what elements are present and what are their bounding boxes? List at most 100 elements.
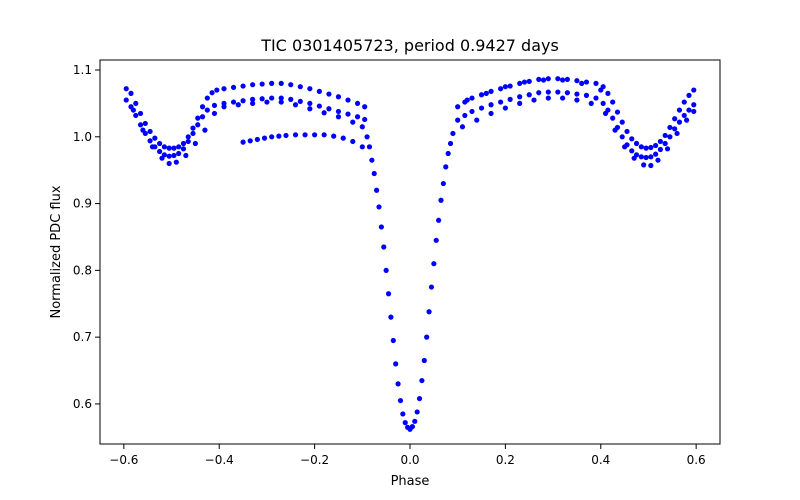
- data-point: [488, 88, 494, 94]
- data-point: [376, 204, 382, 210]
- data-point: [643, 145, 649, 151]
- data-point: [221, 86, 227, 92]
- data-point: [166, 153, 172, 159]
- data-point: [610, 99, 616, 105]
- plot-frame: [99, 59, 721, 445]
- data-point: [431, 261, 437, 267]
- y-tick-label: 0.9: [73, 197, 92, 211]
- x-axis: −0.6 −0.4 −0.2 0.0 0.2 0.4 0.6: [109, 444, 706, 467]
- data-point: [369, 157, 375, 163]
- data-point: [614, 109, 621, 115]
- data-point: [383, 267, 389, 273]
- data-point: [166, 145, 172, 151]
- data-point: [469, 95, 475, 101]
- data-point: [250, 82, 256, 88]
- data-point: [531, 97, 537, 103]
- data-point: [204, 95, 210, 101]
- data-point: [364, 134, 370, 140]
- data-point: [247, 138, 253, 144]
- data-point: [199, 104, 206, 110]
- data-point: [629, 148, 635, 154]
- data-point: [653, 142, 659, 149]
- data-point: [176, 150, 182, 157]
- data-point: [612, 127, 618, 133]
- x-tick-label: 0.2: [496, 453, 515, 467]
- data-point: [469, 108, 475, 115]
- data-point: [416, 395, 423, 402]
- data-point: [574, 97, 580, 103]
- x-tick-label: −0.4: [205, 453, 234, 467]
- data-point: [664, 146, 671, 152]
- data-point: [555, 89, 561, 95]
- data-point: [443, 164, 449, 170]
- data-point: [137, 110, 144, 117]
- data-point: [657, 146, 663, 153]
- data-point: [140, 127, 146, 133]
- data-point: [540, 77, 547, 83]
- data-point: [297, 84, 303, 90]
- data-point: [447, 140, 454, 147]
- data-point: [676, 107, 683, 113]
- data-point: [340, 135, 346, 141]
- data-point: [192, 140, 198, 147]
- data-point: [402, 420, 408, 426]
- data-point: [185, 134, 191, 140]
- data-point: [331, 133, 337, 139]
- data-point: [445, 150, 451, 157]
- data-point: [359, 144, 365, 150]
- data-point: [600, 100, 606, 107]
- data-point: [507, 96, 513, 102]
- data-point: [421, 357, 427, 364]
- data-point: [128, 90, 134, 96]
- data-point: [157, 148, 163, 155]
- data-point: [560, 77, 566, 83]
- data-point: [278, 95, 284, 101]
- data-point: [345, 97, 351, 103]
- data-point: [159, 155, 165, 161]
- data-point: [455, 117, 461, 123]
- data-point: [681, 99, 687, 105]
- x-tick-label: −0.6: [109, 453, 138, 467]
- data-point: [171, 152, 177, 159]
- data-point: [269, 95, 275, 101]
- data-point: [250, 96, 256, 102]
- data-point: [250, 100, 256, 107]
- data-point: [438, 197, 444, 203]
- data-point: [400, 411, 406, 417]
- data-point: [414, 409, 420, 415]
- data-point: [629, 136, 635, 142]
- data-point: [691, 102, 697, 108]
- data-point: [555, 76, 561, 82]
- data-point: [307, 106, 313, 112]
- data-point: [521, 79, 528, 85]
- chart-title: TIC 0301405723, period 0.9427 days: [260, 36, 559, 55]
- data-point: [316, 88, 322, 94]
- data-point: [166, 160, 172, 167]
- data-point: [498, 99, 504, 105]
- data-point: [312, 132, 318, 138]
- data-point: [545, 89, 551, 95]
- data-point: [292, 132, 299, 138]
- data-point: [583, 79, 590, 85]
- data-point: [362, 104, 368, 110]
- data-point: [619, 134, 625, 140]
- data-point: [123, 86, 129, 92]
- x-tick-label: 0.4: [591, 453, 610, 467]
- data-point: [526, 92, 532, 98]
- data-point: [390, 337, 396, 344]
- data-point: [574, 91, 580, 97]
- data-point: [180, 140, 187, 147]
- data-point: [653, 151, 659, 157]
- data-point: [648, 162, 654, 169]
- data-point: [676, 119, 683, 125]
- data-point: [488, 102, 494, 108]
- data-point: [672, 116, 678, 122]
- data-point: [507, 83, 513, 89]
- data-point: [648, 144, 654, 151]
- data-point: [631, 155, 637, 161]
- data-point: [536, 90, 542, 96]
- data-point: [195, 122, 201, 128]
- data-point: [641, 162, 647, 168]
- data-point: [362, 116, 368, 123]
